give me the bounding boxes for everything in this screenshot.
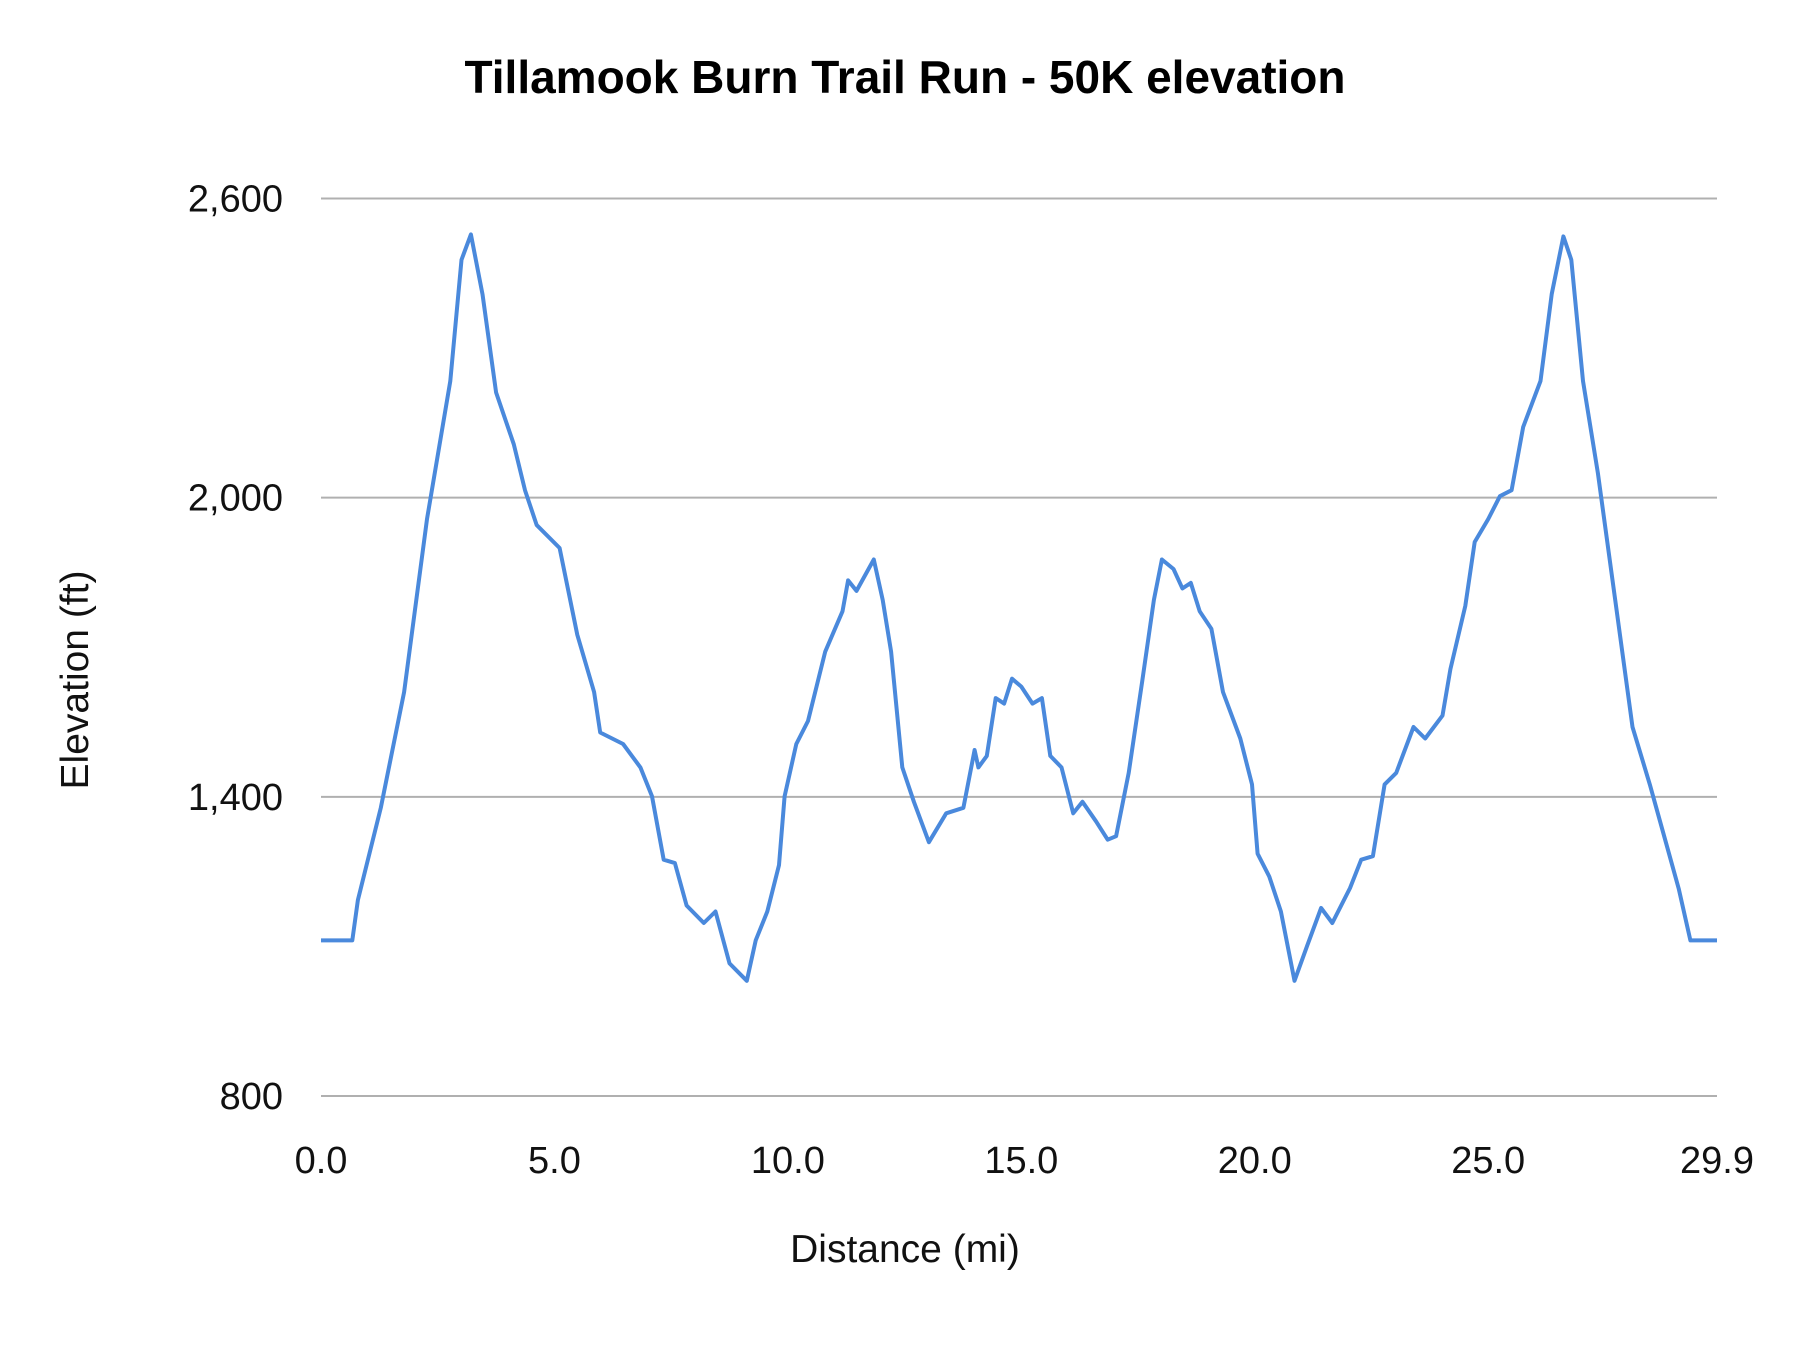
x-tick-labels: 0.0 5.0 10.0 15.0 20.0 25.0 29.9 <box>295 1140 1754 1182</box>
y-tick-labels: 800 1,400 2,000 2,600 <box>188 179 283 1119</box>
y-tick-label: 2,000 <box>188 478 283 520</box>
x-tick-label: 25.0 <box>1451 1140 1525 1182</box>
x-tick-label: 10.0 <box>751 1140 825 1182</box>
x-tick-label: 0.0 <box>295 1140 348 1182</box>
y-axis-label: Elevation (ft) <box>54 571 97 790</box>
y-tick-label: 2,600 <box>188 179 283 221</box>
x-tick-label: 29.9 <box>1680 1140 1754 1182</box>
x-tick-label: 20.0 <box>1218 1140 1292 1182</box>
x-tick-label: 15.0 <box>984 1140 1058 1182</box>
elevation-line <box>321 232 1717 983</box>
gridlines <box>321 197 1717 1097</box>
y-tick-label: 800 <box>220 1076 283 1118</box>
x-tick-label: 5.0 <box>528 1140 581 1182</box>
chart-title: Tillamook Burn Trail Run - 50K elevation <box>464 51 1345 103</box>
y-tick-label: 1,400 <box>188 777 283 819</box>
x-axis-label: Distance (mi) <box>790 1228 1020 1271</box>
